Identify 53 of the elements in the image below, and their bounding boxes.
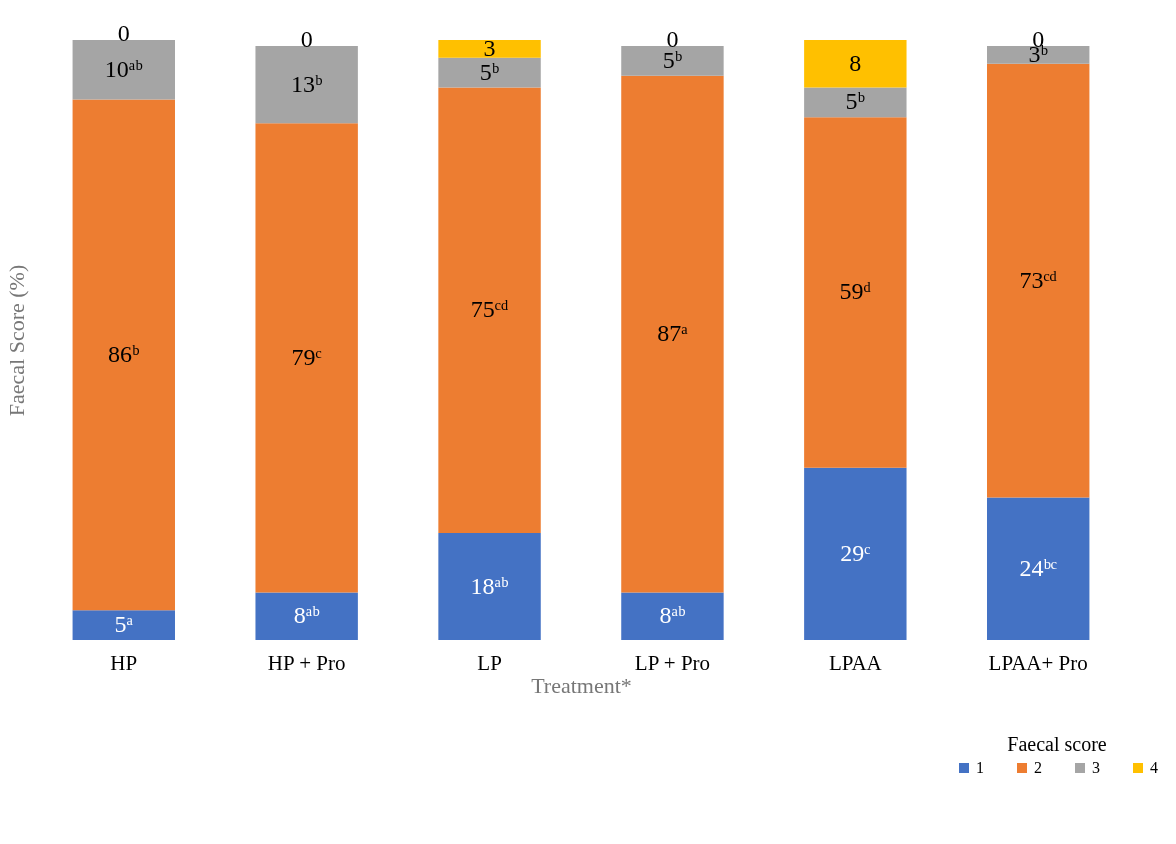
bar <box>804 40 907 88</box>
x-tick-label: LPAA+ Pro <box>988 650 1088 675</box>
x-tick-label: LP <box>477 650 502 675</box>
data-label: 8ᵃᵇ <box>659 602 687 629</box>
bar <box>72 40 175 100</box>
bar <box>804 467 907 640</box>
data-label: 79ᶜ <box>291 343 322 370</box>
bar <box>438 57 541 88</box>
bar <box>255 123 358 593</box>
data-label: 8ᵃᵇ <box>293 602 321 629</box>
data-label: 0 <box>300 25 313 52</box>
y-axis-title: Faecal Score (%) <box>3 264 29 417</box>
bar <box>987 497 1090 640</box>
legend-label: 4 <box>1150 759 1158 776</box>
bar <box>438 87 541 534</box>
bar <box>987 45 1090 64</box>
bar <box>804 87 907 118</box>
data-label: 87ᵃ <box>657 320 689 347</box>
x-axis-title: Treatment* <box>531 672 632 698</box>
legend-label: 1 <box>976 759 984 776</box>
x-tick-label: LP + Pro <box>634 650 711 675</box>
data-label: 86ᵇ <box>108 340 141 367</box>
bar <box>72 99 175 611</box>
data-label: 24ᵇᶜ <box>1019 554 1057 581</box>
bar <box>621 45 724 76</box>
bar <box>255 592 358 640</box>
data-label: 18ᵃᵇ <box>470 572 510 599</box>
data-label: 5ᵇ <box>845 88 866 115</box>
legend-label: 2 <box>1034 759 1042 776</box>
data-label: 73ᶜᵈ <box>1019 266 1058 293</box>
bar <box>621 592 724 640</box>
data-label: 8 <box>849 49 862 76</box>
data-label: 75ᶜᵈ <box>470 296 509 323</box>
legend-title: Faecal score <box>1007 733 1107 755</box>
x-tick-label: HP + Pro <box>267 650 346 675</box>
data-label: 5ᵃ <box>114 611 134 638</box>
bar <box>438 40 541 58</box>
data-label: 13ᵇ <box>290 70 323 97</box>
data-label: 10ᵃᵇ <box>104 55 144 82</box>
x-tick-label: HP <box>110 650 138 675</box>
data-label: 29ᶜ <box>840 539 871 566</box>
bar <box>72 610 175 640</box>
legend-label: 3 <box>1092 759 1100 776</box>
bar <box>987 63 1090 498</box>
data-label: 3 <box>483 34 496 61</box>
data-label: 59ᵈ <box>839 278 872 305</box>
data-label: 5ᵇ <box>479 58 500 85</box>
bar <box>438 533 541 640</box>
data-label: 0 <box>117 20 130 46</box>
bar <box>621 75 724 593</box>
bar <box>804 117 907 468</box>
bar <box>255 45 358 124</box>
x-tick-label: LPAA <box>828 650 883 675</box>
